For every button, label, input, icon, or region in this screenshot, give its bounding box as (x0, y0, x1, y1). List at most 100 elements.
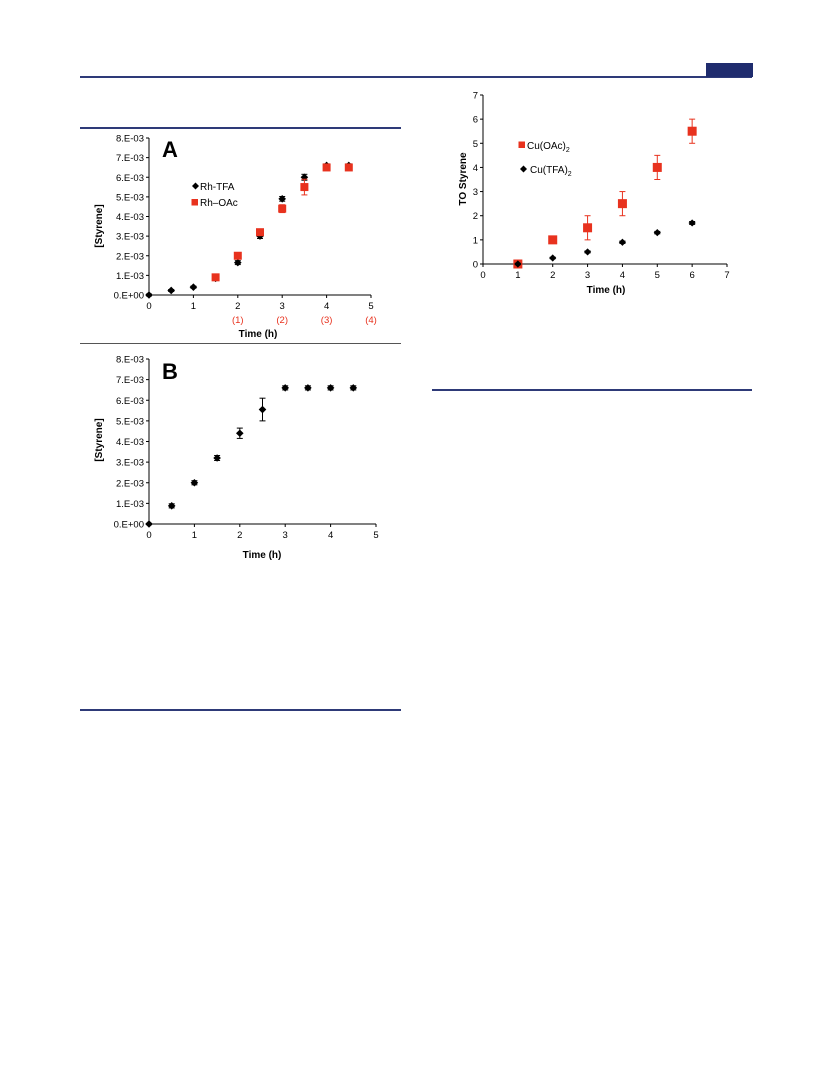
x-tick-label: 0 (146, 301, 151, 312)
x-tick-label: 4 (620, 270, 625, 281)
data-point-diamond (278, 195, 286, 203)
chart-b: B [Styrene] Time (h) 0.E+00 1.E-03 2.E-03 3… (94, 355, 379, 562)
y-tick-label: 4.E-03 (116, 212, 144, 223)
legend-label-cu-tfa-base: Cu(TFA) (530, 165, 568, 176)
y-tick-label: 4.E-03 (116, 437, 144, 448)
y-tick-label: 3.E-03 (116, 232, 144, 243)
data-point-square (687, 126, 697, 136)
x-tick-label: 1 (191, 301, 196, 312)
y-tick-label: 2 (473, 211, 478, 222)
legend-label-cu-tfa-sub: 2 (568, 171, 572, 178)
data-point-diamond (258, 405, 267, 414)
data-point-diamond (213, 454, 221, 462)
data-point-square (617, 199, 627, 209)
data-point-diamond (514, 260, 522, 268)
secondary-x-label: (3) (321, 315, 333, 326)
x-tick-label: 3 (283, 530, 288, 541)
chart-c: TO Styrene Time (h) Cu(OAc)2 Cu(TFA)2 01… (458, 91, 730, 297)
legend-marker-rh-oac (191, 199, 198, 206)
y-tick-label: 3 (473, 187, 478, 198)
data-point-diamond (688, 219, 696, 227)
x-tick-label: 5 (373, 530, 378, 541)
data-point-diamond (653, 229, 661, 237)
legend-marker-cu-oac (518, 141, 525, 148)
legend-label-cu-oac-sub: 2 (566, 147, 570, 154)
y-tick-label: 5 (473, 139, 478, 150)
y-tick-label: 7 (473, 91, 478, 102)
x-tick-label: 3 (585, 270, 590, 281)
data-point-diamond (236, 429, 244, 438)
legend-marker-cu-tfa (520, 165, 527, 173)
y-tick-label: 0 (473, 260, 478, 271)
data-point-diamond (167, 502, 176, 510)
legend-label-cu-oac-base: Cu(OAc) (527, 141, 566, 152)
legend-a: Rh-TFA Rh–OAc (191, 182, 238, 209)
x-tick-label: 5 (655, 270, 660, 281)
y-tick-label: 4 (473, 163, 478, 174)
data-point-diamond (281, 384, 289, 392)
y-tick-label: 5.E-03 (116, 192, 144, 203)
y-tick-label: 1 (473, 235, 478, 246)
data-point-diamond (549, 254, 557, 262)
data-point-diamond (583, 248, 592, 256)
figure-bottom-rule-right (432, 389, 752, 391)
panel-label-b: B (162, 359, 178, 384)
y-tick-label: 7.E-03 (116, 375, 144, 386)
x-tick-label: 7 (724, 270, 729, 281)
data-point-square (583, 223, 593, 233)
data-point-diamond (189, 283, 198, 291)
x-axis-label-c: Time (h) (587, 285, 626, 296)
y-tick-label: 0.E+00 (114, 291, 144, 302)
data-point-diamond (304, 384, 312, 392)
y-tick-label: 8.E-03 (116, 355, 144, 366)
x-tick-label: 4 (328, 530, 333, 541)
data-point-diamond (190, 478, 199, 487)
figure-bottom-rule-left (80, 709, 401, 711)
y-tick-label: 7.E-03 (116, 153, 144, 164)
legend-label-rh-tfa: Rh-TFA (200, 182, 235, 193)
data-point-diamond (234, 258, 242, 267)
y-tick-label: 6.E-03 (116, 396, 144, 407)
y-tick-label: 1.E-03 (116, 271, 144, 282)
panel-label-a: A (162, 137, 178, 162)
y-tick-label: 2.E-03 (116, 478, 144, 489)
data-point-square (233, 251, 242, 260)
legend-c: Cu(OAc)2 Cu(TFA)2 (518, 141, 572, 178)
secondary-x-label: (4) (365, 315, 377, 326)
legend-label-rh-oac: Rh–OAc (200, 198, 238, 209)
x-tick-label: 2 (550, 270, 555, 281)
x-tick-label: 1 (515, 270, 520, 281)
x-tick-label: 0 (480, 270, 485, 281)
legend-label-cu-tfa: Cu(TFA)2 (530, 165, 572, 178)
secondary-x-label: (2) (276, 315, 288, 326)
y-tick-label: 1.E-03 (116, 499, 144, 510)
data-point-diamond (618, 238, 627, 246)
data-point-diamond (167, 286, 175, 295)
x-tick-label: 3 (280, 301, 285, 312)
legend-label-cu-oac: Cu(OAc)2 (527, 141, 570, 154)
x-axis-label-a: Time (h) (239, 329, 278, 340)
figure-top-rule-left (80, 127, 401, 129)
secondary-x-label: (1) (232, 315, 244, 326)
data-point-diamond (300, 173, 309, 182)
data-point-square (322, 163, 331, 172)
y-axis-label-a: [Styrene] (94, 204, 105, 247)
x-axis-label-b: Time (h) (243, 550, 282, 561)
x-tick-label: 6 (689, 270, 694, 281)
data-point-square (211, 273, 220, 282)
x-tick-label: 0 (146, 530, 151, 541)
x-tick-label: 2 (237, 530, 242, 541)
x-tick-label: 1 (192, 530, 197, 541)
header-tab (706, 63, 753, 77)
y-axis-label-c: TO Styrene (458, 152, 469, 206)
data-point-square (548, 235, 558, 245)
y-tick-label: 3.E-03 (116, 458, 144, 469)
panel-divider (80, 343, 401, 344)
data-point-diamond (349, 384, 358, 392)
legend-marker-rh-tfa (192, 182, 199, 190)
data-point-square (652, 162, 662, 172)
data-point-square (344, 163, 353, 172)
data-point-square (278, 204, 287, 213)
y-tick-label: 2.E-03 (116, 251, 144, 262)
y-tick-label: 6 (473, 115, 478, 126)
